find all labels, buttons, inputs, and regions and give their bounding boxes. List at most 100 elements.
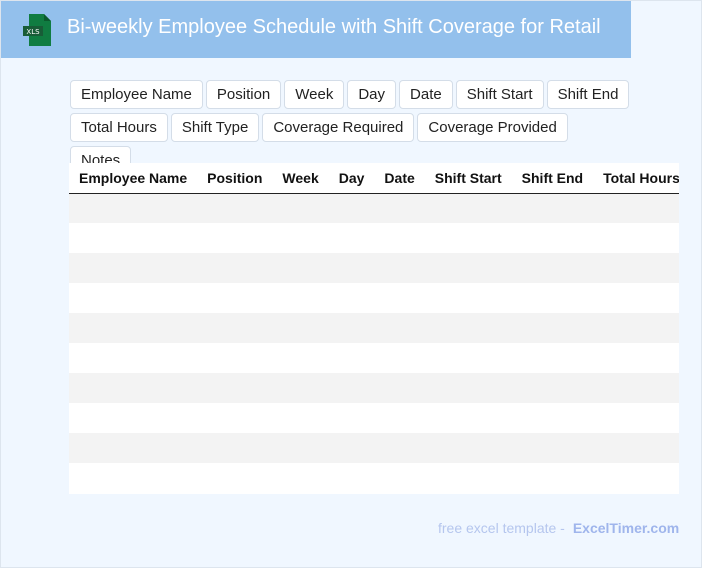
footer-text: free excel template - (438, 520, 565, 536)
table-cell[interactable] (424, 343, 512, 373)
table-cell[interactable] (69, 463, 198, 493)
table-cell[interactable] (374, 253, 425, 283)
field-chip[interactable]: Date (399, 80, 453, 109)
table-cell[interactable] (272, 433, 329, 463)
table-cell[interactable] (374, 433, 425, 463)
column-header: Employee Name (69, 163, 198, 194)
table-cell[interactable] (424, 313, 512, 343)
table-cell[interactable] (197, 373, 273, 403)
table-cell[interactable] (197, 403, 273, 433)
table-cell[interactable] (593, 463, 679, 493)
table-cell[interactable] (197, 433, 273, 463)
table-cell[interactable] (511, 433, 594, 463)
table-cell[interactable] (272, 253, 329, 283)
table-cell[interactable] (593, 373, 679, 403)
table-cell[interactable] (424, 373, 512, 403)
table-cell[interactable] (69, 403, 198, 433)
table-cell[interactable] (511, 463, 594, 493)
table-cell[interactable] (272, 463, 329, 493)
table-cell[interactable] (272, 313, 329, 343)
table-cell[interactable] (374, 373, 425, 403)
xls-file-icon: XLS (23, 14, 51, 46)
table-cell[interactable] (69, 313, 198, 343)
table-cell[interactable] (272, 223, 329, 253)
field-chip[interactable]: Week (284, 80, 345, 109)
table-row (69, 373, 679, 403)
table-cell[interactable] (69, 283, 198, 313)
table-cell[interactable] (272, 373, 329, 403)
table-cell[interactable] (69, 433, 198, 463)
field-chip[interactable]: Employee Name (70, 80, 203, 109)
table-cell[interactable] (593, 343, 679, 373)
table-cell[interactable] (197, 463, 273, 493)
table-cell[interactable] (374, 343, 425, 373)
table-cell[interactable] (593, 403, 679, 433)
table-cell[interactable] (328, 223, 375, 253)
table-cell[interactable] (511, 403, 594, 433)
table-cell[interactable] (197, 223, 273, 253)
table-cell[interactable] (197, 313, 273, 343)
table-cell[interactable] (424, 283, 512, 313)
table-cell[interactable] (69, 253, 198, 283)
table-cell[interactable] (328, 253, 375, 283)
table-cell[interactable] (511, 223, 594, 253)
table-cell[interactable] (511, 193, 594, 223)
table-cell[interactable] (374, 193, 425, 223)
table-cell[interactable] (328, 433, 375, 463)
table-cell[interactable] (272, 343, 329, 373)
field-chip[interactable]: Day (347, 80, 397, 109)
table-cell[interactable] (424, 463, 512, 493)
table-cell[interactable] (424, 433, 512, 463)
field-chip[interactable]: Shift Start (455, 80, 544, 109)
table-cell[interactable] (511, 373, 594, 403)
table-cell[interactable] (328, 373, 375, 403)
field-chip[interactable]: Shift Type (170, 113, 260, 142)
table-cell[interactable] (374, 223, 425, 253)
table-cell[interactable] (272, 403, 329, 433)
table-cell[interactable] (272, 193, 329, 223)
field-chip[interactable]: Shift End (546, 80, 630, 109)
table-cell[interactable] (197, 193, 273, 223)
table-cell[interactable] (69, 373, 198, 403)
table-cell[interactable] (197, 343, 273, 373)
page-title: Bi-weekly Employee Schedule with Shift C… (67, 16, 601, 38)
table-cell[interactable] (593, 433, 679, 463)
table-cell[interactable] (593, 313, 679, 343)
table-cell[interactable] (511, 313, 594, 343)
field-chip[interactable]: Coverage Required (262, 113, 415, 142)
table-cell[interactable] (593, 253, 679, 283)
table-cell[interactable] (328, 343, 375, 373)
field-chip[interactable]: Total Hours (70, 113, 168, 142)
table-cell[interactable] (328, 313, 375, 343)
table-cell[interactable] (593, 223, 679, 253)
table-cell[interactable] (69, 343, 198, 373)
footer-brand-link[interactable]: ExcelTimer.com (572, 520, 680, 536)
table-cell[interactable] (424, 193, 512, 223)
table-cell[interactable] (511, 253, 594, 283)
table-cell[interactable] (593, 283, 679, 313)
table-cell[interactable] (328, 193, 375, 223)
table-cell[interactable] (328, 283, 375, 313)
table-cell[interactable] (328, 403, 375, 433)
field-chip[interactable]: Coverage Provided (417, 113, 568, 142)
field-chip[interactable]: Position (205, 80, 282, 109)
table-cell[interactable] (374, 283, 425, 313)
table-cell[interactable] (593, 193, 679, 223)
table-cell[interactable] (424, 223, 512, 253)
table-cell[interactable] (272, 283, 329, 313)
column-header: Shift End (511, 163, 594, 194)
table-cell[interactable] (511, 283, 594, 313)
table-cell[interactable] (197, 253, 273, 283)
table-cell[interactable] (328, 463, 375, 493)
table-cell[interactable] (424, 253, 512, 283)
table-cell[interactable] (374, 313, 425, 343)
table-cell[interactable] (424, 403, 512, 433)
table-row (69, 283, 679, 313)
table-cell[interactable] (197, 283, 273, 313)
table-cell[interactable] (374, 463, 425, 493)
table-cell[interactable] (511, 343, 594, 373)
table-cell[interactable] (69, 223, 198, 253)
table-cell[interactable] (69, 193, 198, 223)
table-header-row: Employee Name Position Week Day Date Shift St… (69, 163, 679, 194)
table-cell[interactable] (374, 403, 425, 433)
